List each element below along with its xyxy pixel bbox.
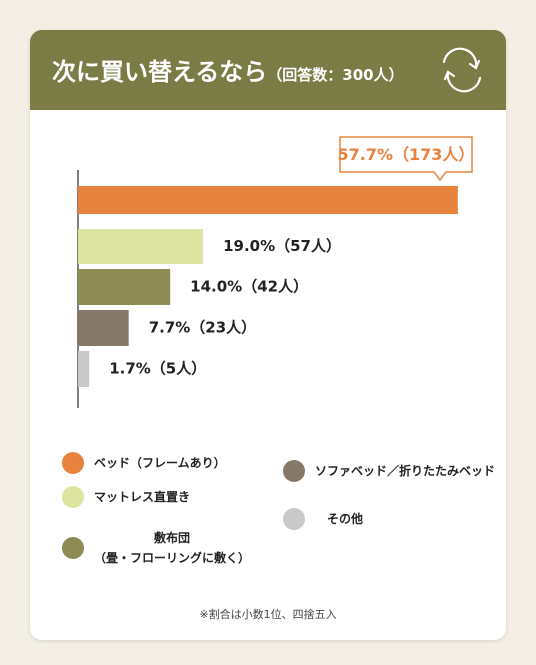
callout [339,136,473,182]
subtitle: （回答数：300人） [267,66,404,84]
title-wrap: 次に買い替えるなら（回答数：300人） [52,52,404,87]
bar [78,186,458,214]
bar [78,229,204,264]
legend-item: その他 [283,508,363,530]
legend-swatch [283,508,305,530]
title: 次に買い替えるなら [52,58,268,86]
value-label: 57.7%（173人） [338,145,475,164]
sync-icon [442,47,482,93]
legend-label: ソファベッド／折りたたみベッド [315,464,496,478]
value-label: 7.7%（23人） [149,319,256,337]
value-label: 14.0%（42人） [190,278,308,296]
legend-swatch [62,452,84,474]
legend-label: その他 [327,512,364,526]
bar [78,269,171,305]
legend-item: マットレス直置き [62,486,190,508]
legend-item: ソファベッド／折りたたみベッド [283,460,495,482]
legend-label: ベッド（フレームあり） [94,456,226,470]
value-label: 1.7%（5人） [109,360,206,378]
legend-label: 敷布団 （畳・フローリングに敷く） [94,531,251,565]
footnote: ※割合は小数1位、四捨五入 [199,608,337,621]
bar [78,351,90,387]
legend-item: ベッド（フレームあり） [62,452,226,474]
legend-swatch [283,460,305,482]
header: 次に買い替えるなら（回答数：300人） [30,30,506,110]
legend-swatch [62,537,84,559]
legend-label: マットレス直置き [94,490,191,504]
bar [78,310,129,346]
legend-item: 敷布団 （畳・フローリングに敷く） [62,528,250,568]
legend-swatch [62,486,84,508]
value-label: 19.0%（57人） [223,237,341,255]
